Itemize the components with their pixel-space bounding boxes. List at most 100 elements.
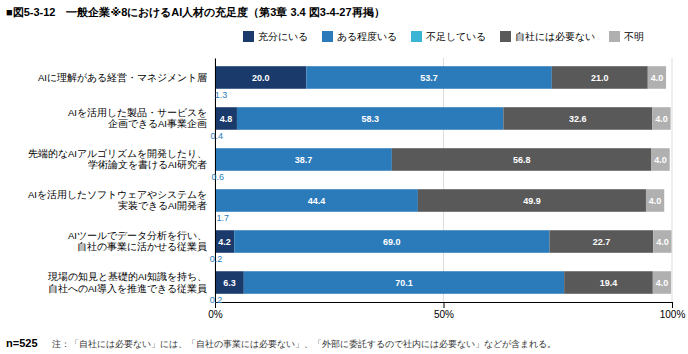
y-tick-label: AIを活用したソフトウェアやシステムを実装できるAI開発者 xyxy=(28,189,207,212)
small-value-label: 0.2 xyxy=(210,254,223,264)
data-label: 19.4 xyxy=(600,278,618,288)
annotations: 1.3 0.4 0.6 1.7 0.2 0.2 n=525 注：「自社には必要ない」には、「自… xyxy=(6,90,556,349)
series xyxy=(646,66,672,294)
legend-item: 充分にいる xyxy=(243,31,308,42)
data-label: 69.0 xyxy=(383,237,401,247)
x-tick: 50% xyxy=(434,302,454,320)
bar-segment xyxy=(653,271,671,294)
x-tick-label: 100% xyxy=(660,309,686,320)
data-labels: 20.0 4.8 4.2 6.3 53.7 58.3 38.7 44.4 69.0 70.1 21.… xyxy=(218,73,668,288)
bar-segment xyxy=(418,189,646,212)
legend-label: 充分にいる xyxy=(258,31,308,42)
data-label: 4.2 xyxy=(218,237,231,247)
data-label: 56.8 xyxy=(513,155,531,165)
bar-segment xyxy=(215,66,306,89)
grid xyxy=(215,58,672,302)
n-label: n=525 xyxy=(6,337,38,349)
y-tick-label: 先端的なAIアルゴリズムを開発したり、学術論文を書けるAI研究者 xyxy=(28,148,207,171)
data-label: 20.0 xyxy=(252,73,270,83)
data-label: 44.4 xyxy=(308,196,326,206)
bar-segment xyxy=(653,230,671,253)
bar-segment xyxy=(215,107,237,130)
x-tick-mark xyxy=(672,302,673,308)
chart: ■図5-3-12 一般企業※8におけるAI人材の充足度（第3章 3.4 図3-4… xyxy=(0,0,688,354)
y-tick: AIに理解がある経営・マネジメント層 xyxy=(38,72,207,83)
x-tick-label: 0% xyxy=(208,309,223,320)
series xyxy=(215,66,306,294)
x-axis: 0% 50% 100% xyxy=(208,302,685,320)
data-label: 21.0 xyxy=(591,73,609,83)
legend-item: ある程度いる xyxy=(322,31,397,42)
legend-item: 自社には必要ない xyxy=(500,31,595,42)
bar-segment xyxy=(215,189,418,212)
legend-swatch xyxy=(322,31,333,42)
data-label: 49.9 xyxy=(523,196,541,206)
bar-segment xyxy=(503,107,652,130)
bar-segment xyxy=(646,189,664,212)
data-label: 4.0 xyxy=(649,196,662,206)
x-axis-line xyxy=(216,303,673,309)
legend-swatch xyxy=(411,31,422,42)
data-label: 4.0 xyxy=(655,114,668,124)
small-value-label: 0.4 xyxy=(211,131,224,141)
y-tick: AIツールでデータ分析を行い、自社の事業に活かせる従業員 xyxy=(68,230,207,253)
bar-segment xyxy=(234,230,549,253)
legend-label: 自社には必要ない xyxy=(515,31,595,42)
data-label: 58.3 xyxy=(361,114,379,124)
small-value-label: 1.3 xyxy=(215,90,228,100)
grid-line xyxy=(443,58,444,302)
legend-label: 不足している xyxy=(426,31,486,42)
bar-segment xyxy=(306,66,551,89)
data-label: 22.7 xyxy=(593,237,611,247)
data-label: 32.6 xyxy=(569,114,587,124)
y-tick-label: AIツールでデータ分析を行い、自社の事業に活かせる従業員 xyxy=(68,230,207,253)
data-label: 53.7 xyxy=(420,73,438,83)
grid-line xyxy=(672,58,673,302)
data-label: 38.7 xyxy=(295,155,313,165)
data-label: 4.0 xyxy=(651,73,664,83)
bar-segment xyxy=(550,230,654,253)
legend-item: 不明 xyxy=(609,31,644,42)
data-label: 70.1 xyxy=(395,278,413,288)
data-label: 4.0 xyxy=(656,237,669,247)
y-tick: AIを活用した製品・サービスを企画できるAI事業企画 xyxy=(68,107,207,130)
x-tick-label: 50% xyxy=(434,309,454,320)
bar-segment xyxy=(564,271,653,294)
series xyxy=(392,66,653,294)
series xyxy=(215,66,564,294)
y-tick-label: AIを活用した製品・サービスを企画できるAI事業企画 xyxy=(68,107,207,130)
bar-segment xyxy=(648,66,666,89)
bar-segment xyxy=(244,271,564,294)
y-axis: AIに理解がある経営・マネジメント層 AIを活用した製品・サービスを企画できるAI… xyxy=(28,59,215,303)
small-value-label: 1.7 xyxy=(217,213,230,223)
legend-label: ある程度いる xyxy=(337,31,397,42)
legend-swatch xyxy=(243,31,254,42)
small-value-label: 0.2 xyxy=(210,295,223,305)
small-value-label: 0.6 xyxy=(211,172,224,182)
bar-segment xyxy=(237,107,503,130)
data-label: 6.3 xyxy=(223,278,236,288)
bar-segment xyxy=(651,148,669,171)
bar-segment xyxy=(392,148,652,171)
legend-swatch xyxy=(500,31,511,42)
data-label: 4.0 xyxy=(656,278,669,288)
data-label: 4.8 xyxy=(220,114,233,124)
y-tick: AIを活用したソフトウェアやシステムを実装できるAI開発者 xyxy=(28,189,207,212)
title: ■図5-3-12 一般企業※8におけるAI人材の充足度（第3章 3.4 図3-4… xyxy=(6,6,385,19)
y-tick: 現場の知見と基礎的AI知識を持ち、自社へのAI導入を推進できる従業員 xyxy=(48,271,207,294)
bars xyxy=(215,66,672,294)
legend-swatch xyxy=(609,31,620,42)
bar-segment xyxy=(552,66,648,89)
legend-item: 不足している xyxy=(411,31,486,42)
footnote: 注：「自社には必要ない」には、「自社の事業には必要ない」、「外部に委託するので社… xyxy=(52,339,556,349)
legend: 充分にいる ある程度いる 不足している 自社には必要ない 不明 xyxy=(243,31,644,42)
y-tick: 先端的なAIアルゴリズムを開発したり、学術論文を書けるAI研究者 xyxy=(28,148,207,171)
data-label: 4.0 xyxy=(654,155,667,165)
x-tick-mark xyxy=(444,302,445,308)
x-tick: 100% xyxy=(660,302,686,320)
y-tick-label: AIに理解がある経営・マネジメント層 xyxy=(38,72,207,83)
y-tick-label: 現場の知見と基礎的AI知識を持ち、自社へのAI導入を推進できる従業員 xyxy=(48,271,207,294)
bar-segment xyxy=(215,148,392,171)
legend-label: 不明 xyxy=(624,31,644,42)
bar-segment xyxy=(215,230,234,253)
